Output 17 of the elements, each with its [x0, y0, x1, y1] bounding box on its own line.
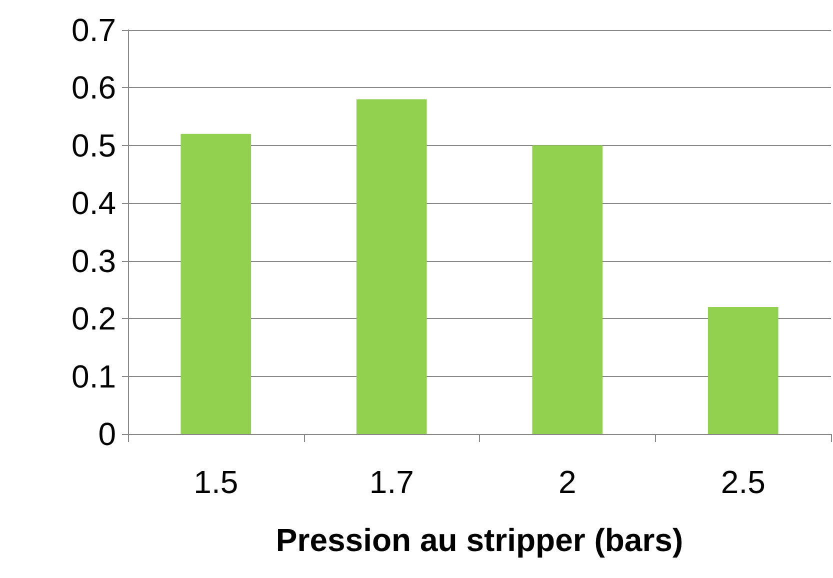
y-tick-label: 0.5 — [72, 127, 116, 164]
y-tick-label: 0.6 — [72, 70, 116, 106]
y-tick-label: 0 — [98, 416, 116, 452]
x-tick-label: 2 — [558, 464, 576, 500]
x-tick-label: 2.5 — [720, 464, 766, 500]
x-axis-title: Pression au stripper (bars) — [276, 522, 684, 558]
y-tick-label: 0.3 — [72, 242, 116, 279]
y-tick-label: 0.7 — [72, 12, 116, 48]
x-tick-label: 1.7 — [369, 464, 414, 500]
bar — [356, 99, 427, 434]
y-tick-label: 0.2 — [72, 300, 116, 337]
x-tick-label: 1.5 — [194, 464, 238, 500]
bar — [708, 307, 778, 434]
y-tick-label: 0.4 — [72, 185, 116, 222]
y-tick-label: 0.1 — [72, 358, 116, 394]
bar — [532, 145, 603, 434]
bar — [180, 134, 252, 434]
